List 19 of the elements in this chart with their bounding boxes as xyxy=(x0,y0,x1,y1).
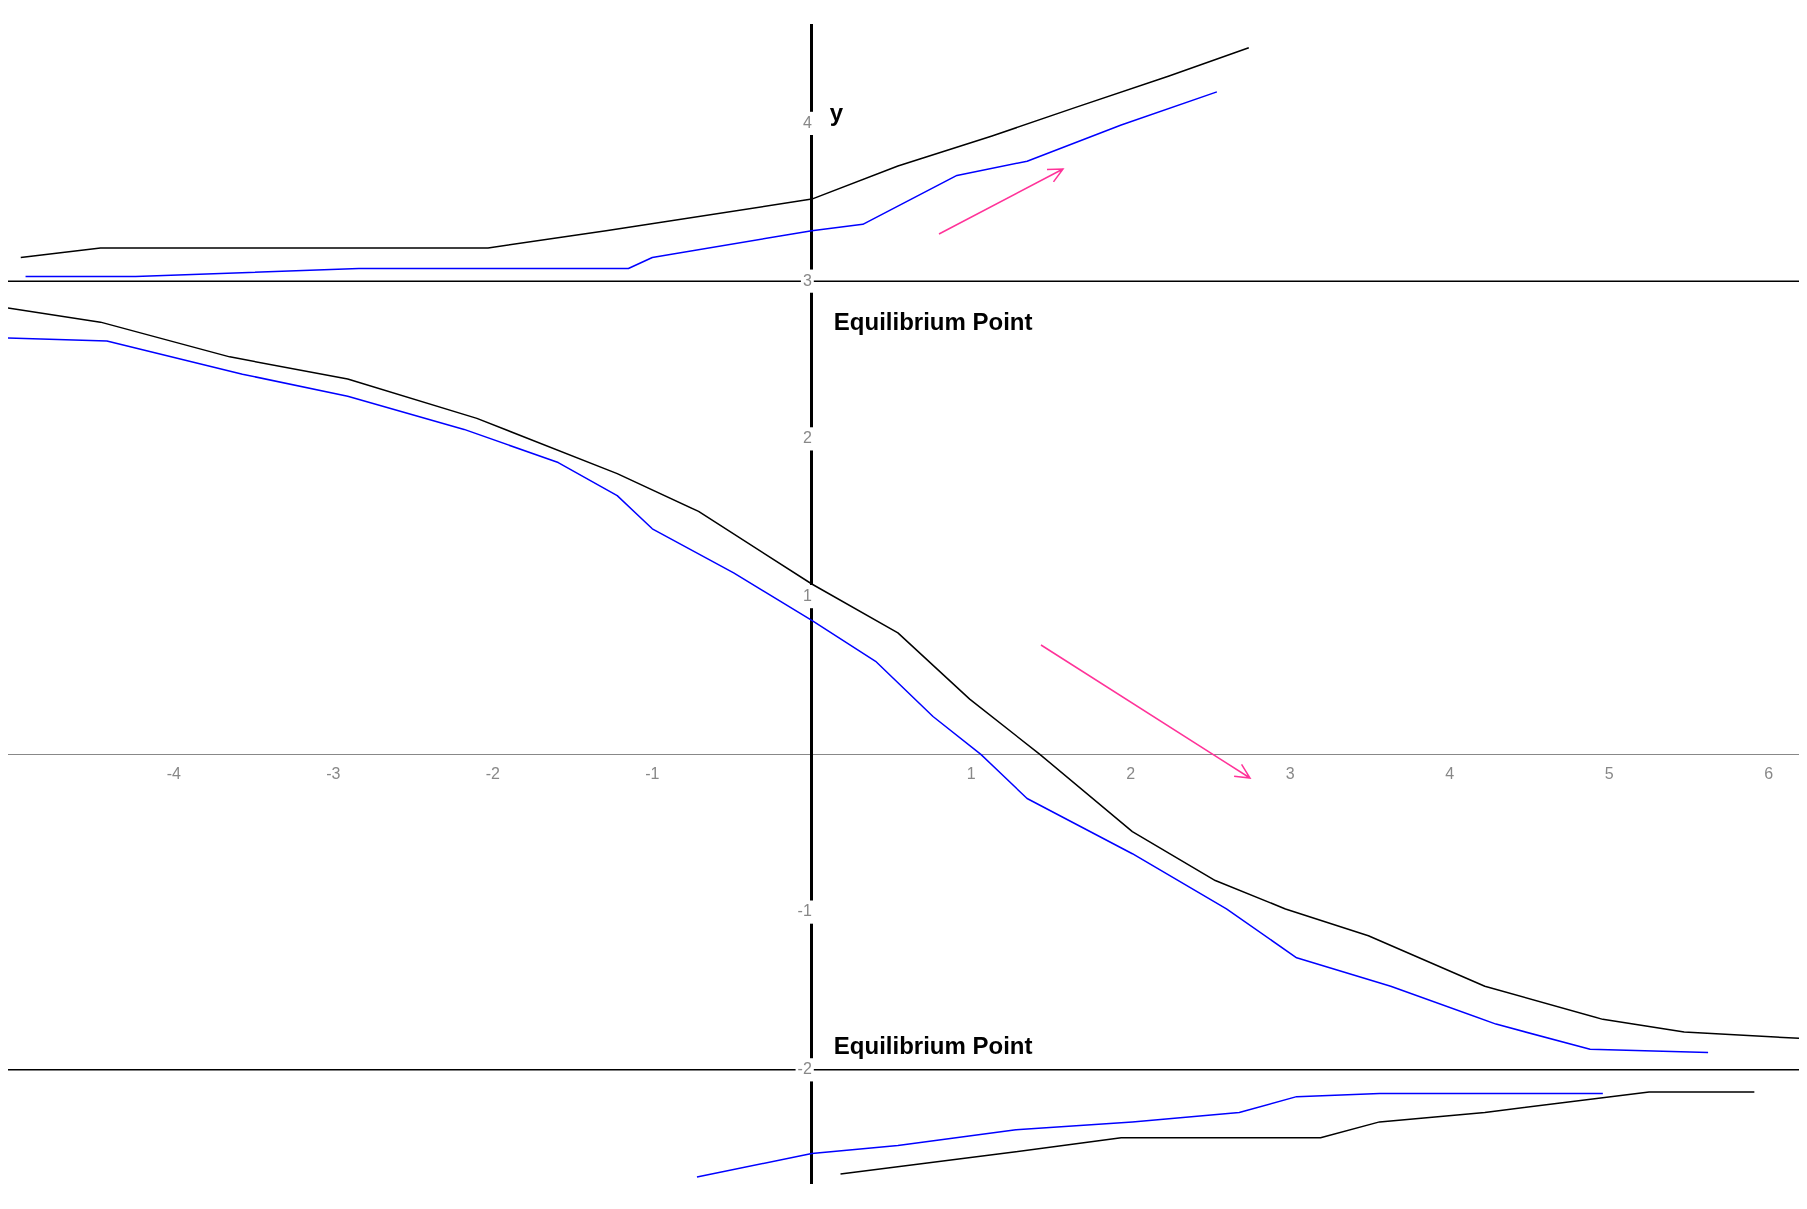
y-tick-label: 4 xyxy=(802,113,812,131)
y-axis-title: y xyxy=(829,98,844,126)
y-tick-label: 1 xyxy=(802,587,812,605)
y-tick-label: -2 xyxy=(797,1060,812,1078)
y-tick-label: 3 xyxy=(802,271,812,289)
x-tick-label: 6 xyxy=(1764,765,1774,783)
x-tick-label: 4 xyxy=(1445,765,1455,783)
x-tick-label: -2 xyxy=(485,765,501,783)
y-tick-label: -1 xyxy=(797,902,812,920)
x-tick-label: 1 xyxy=(966,765,976,783)
ref-line-label: Equilibrium Point xyxy=(833,1032,1033,1060)
x-tick-label: -1 xyxy=(645,765,660,783)
x-tick-label: 3 xyxy=(1285,765,1295,783)
x-tick-label: -4 xyxy=(166,765,182,783)
x-tick-label: 5 xyxy=(1604,765,1614,783)
x-tick-label: -3 xyxy=(326,765,341,783)
y-tick-label: 2 xyxy=(802,429,812,447)
x-tick-label: 2 xyxy=(1126,765,1136,783)
ref-line-label: Equilibrium Point xyxy=(833,307,1033,335)
